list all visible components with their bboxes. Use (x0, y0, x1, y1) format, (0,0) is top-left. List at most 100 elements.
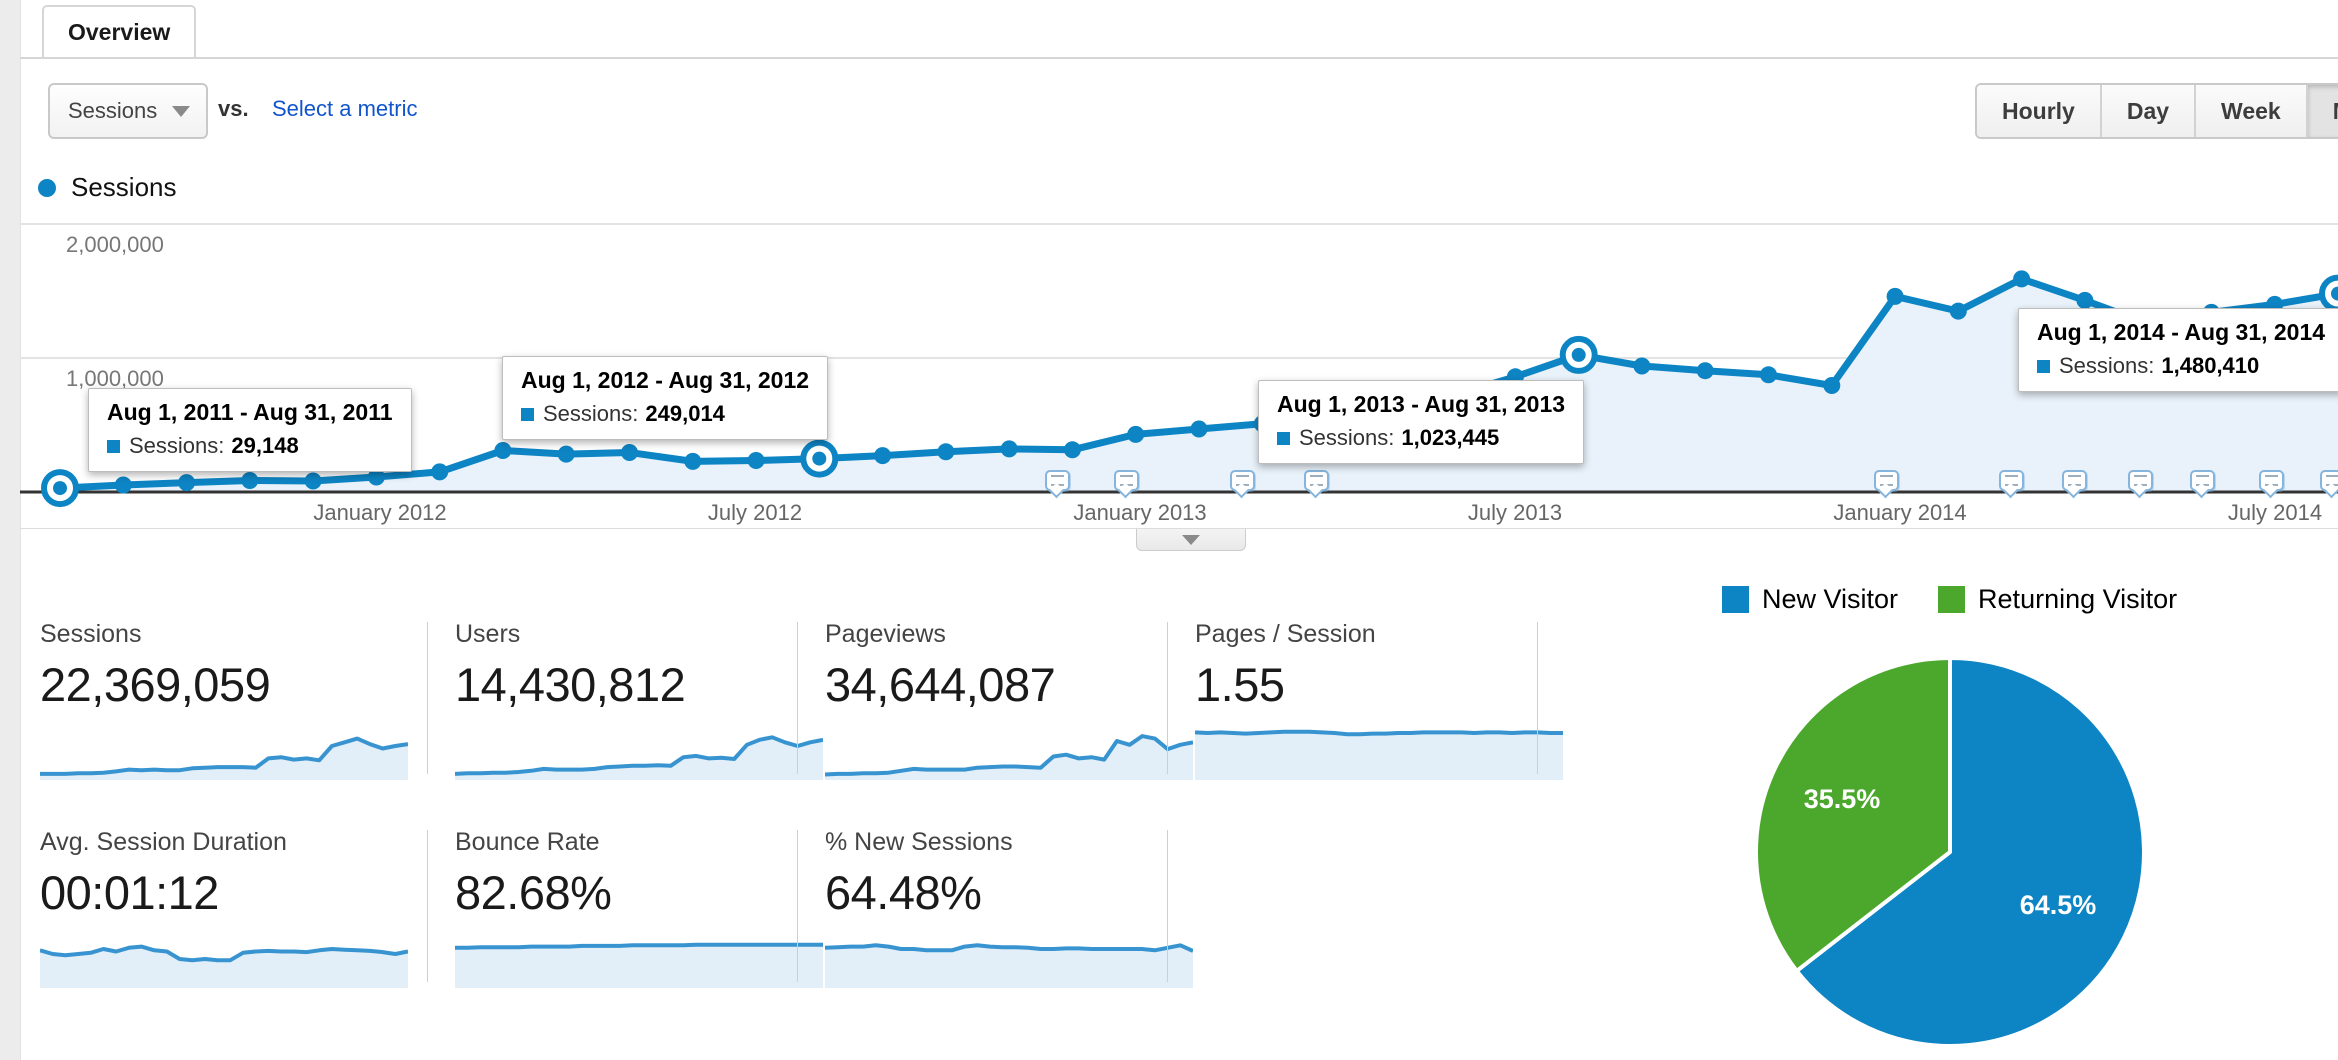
x-axis-label: July 2014 (2227, 500, 2323, 525)
sparkline-line (455, 942, 823, 950)
card-divider (1537, 622, 1538, 774)
page-left-margin (0, 0, 21, 1060)
card-divider (427, 830, 428, 982)
data-point (747, 452, 765, 469)
card-users: Users 14,430,812 (455, 620, 827, 780)
x-axis-label: January 2014 (1833, 500, 1967, 525)
tab-overview-label: Overview (68, 18, 171, 45)
card-label: Pageviews (825, 620, 946, 648)
vs-label: vs. (218, 96, 249, 121)
sparkline-area (40, 946, 408, 988)
pages-per-session-sparkline (1195, 729, 1563, 780)
card-label: % New Sessions (825, 828, 1013, 856)
annotation-marker-icon[interactable] (2259, 470, 2286, 499)
card-divider (797, 830, 798, 982)
sparkline-line (825, 734, 1193, 777)
card-pages-per-session: Pages / Session 1.55 (1195, 620, 1567, 780)
card-divider (1167, 622, 1168, 774)
sparkline-area (825, 736, 1193, 780)
data-point (937, 443, 955, 461)
data-point (2013, 270, 2031, 288)
annotation-marker-icon[interactable] (1999, 470, 2026, 499)
callout-value: 249,014 (645, 401, 725, 426)
highlighted-point-ring (2319, 274, 2338, 313)
annotation-marker-icon[interactable] (1230, 470, 1257, 499)
granularity-week-button[interactable]: Week (2194, 85, 2306, 137)
sparkline-area (455, 944, 823, 988)
annotation-marker-icon[interactable] (2128, 470, 2155, 499)
metric-selector-dropdown[interactable]: Sessions (48, 83, 208, 139)
card-avg-session-duration: Avg. Session Duration 00:01:12 (40, 828, 412, 988)
callout-title: Aug 1, 2014 - Aug 31, 2014 (2037, 319, 2326, 345)
sparkline-line (1195, 729, 1563, 737)
card-value: 64.48% (825, 866, 982, 919)
x-axis-label: July 2013 (1467, 500, 1563, 525)
card-divider (1167, 830, 1168, 982)
annotation-marker-icon[interactable] (1874, 470, 1901, 499)
annotation-marker-icon[interactable] (1304, 470, 1331, 499)
returning-visitor-legend-square-icon (1938, 586, 1966, 613)
highlighted-point (2331, 286, 2338, 301)
card-label: Sessions (40, 620, 142, 648)
sessions-sparkline (40, 736, 408, 780)
percent-new-sessions-sparkline (825, 943, 1193, 988)
callout-title: Aug 1, 2011 - Aug 31, 2011 (107, 399, 393, 425)
card-sessions: Sessions 22,369,059 (40, 620, 412, 780)
data-point (1760, 366, 1777, 384)
highlighted-point (1571, 347, 1586, 362)
granularity-hourly-button[interactable]: Hourly (1977, 85, 2100, 137)
card-divider (797, 622, 798, 774)
avg-session-duration-sparkline (40, 944, 408, 988)
data-point (304, 472, 322, 490)
data-point (874, 447, 892, 465)
chevron-down-icon (1182, 534, 1200, 545)
x-axis-label: January 2012 (313, 500, 447, 525)
callout-metric-label: Sessions: (2059, 353, 2155, 378)
returning-visitor-legend-label: Returning Visitor (1978, 584, 2178, 614)
data-point (1127, 425, 1145, 443)
annotation-marker-icon[interactable] (2190, 470, 2217, 499)
callout-aug-2014: Aug 1, 2014 - Aug 31, 2014 Sessions: 1,4… (2018, 308, 2338, 392)
x-axis-label: January 2013 (1073, 500, 1207, 525)
annotation-marker-icon[interactable] (2062, 470, 2089, 499)
data-point (241, 472, 259, 489)
callout-metric-label: Sessions: (1299, 425, 1395, 450)
callout-metric-label: Sessions: (129, 433, 225, 458)
card-value: 82.68% (455, 866, 612, 919)
visitor-type-pie-chart: 64.5% 35.5% (1754, 656, 2146, 1048)
card-value: 14,430,812 (455, 658, 686, 711)
sessions-area (60, 278, 2338, 492)
data-point (494, 442, 512, 459)
callout-metric-label: Sessions: (543, 401, 639, 426)
metric-selector-value: Sessions (68, 98, 158, 123)
granularity-month-button[interactable]: Month (2305, 85, 2338, 137)
data-point (367, 468, 385, 486)
annotation-marker-icon[interactable] (1045, 470, 1072, 499)
card-value: 22,369,059 (40, 658, 271, 711)
data-point (1633, 357, 1651, 375)
granularity-day-button[interactable]: Day (2099, 85, 2195, 137)
series-square-icon (107, 439, 120, 453)
select-a-metric-link[interactable]: Select a metric (272, 96, 418, 121)
chart-collapse-handle[interactable] (1136, 529, 1246, 551)
highlighted-point (53, 481, 67, 496)
sessions-legend-dot-icon (38, 178, 56, 197)
data-point (557, 445, 575, 463)
pie-slice-label: 64.5% (2020, 890, 2097, 920)
card-value: 00:01:12 (40, 866, 219, 919)
card-label: Avg. Session Duration (40, 828, 287, 856)
y-axis-tick-1m: 1,000,000 (66, 366, 164, 391)
data-point (178, 474, 196, 492)
data-point (1949, 302, 1967, 320)
chevron-down-icon (172, 105, 190, 117)
pie-slice-new-visitor (1794, 656, 2146, 1048)
tab-overview[interactable]: Overview (42, 5, 197, 57)
callout-title: Aug 1, 2013 - Aug 31, 2013 (1277, 391, 1566, 417)
data-point (2076, 291, 2094, 309)
card-value: 1.55 (1195, 658, 1285, 711)
pie-legend: New Visitor Returning Visitor (1722, 584, 2177, 615)
users-sparkline (455, 735, 823, 780)
annotation-marker-icon[interactable] (1114, 470, 1141, 499)
annotation-marker-icon[interactable] (2320, 470, 2338, 499)
y-axis-tick-2m: 2,000,000 (66, 232, 164, 257)
